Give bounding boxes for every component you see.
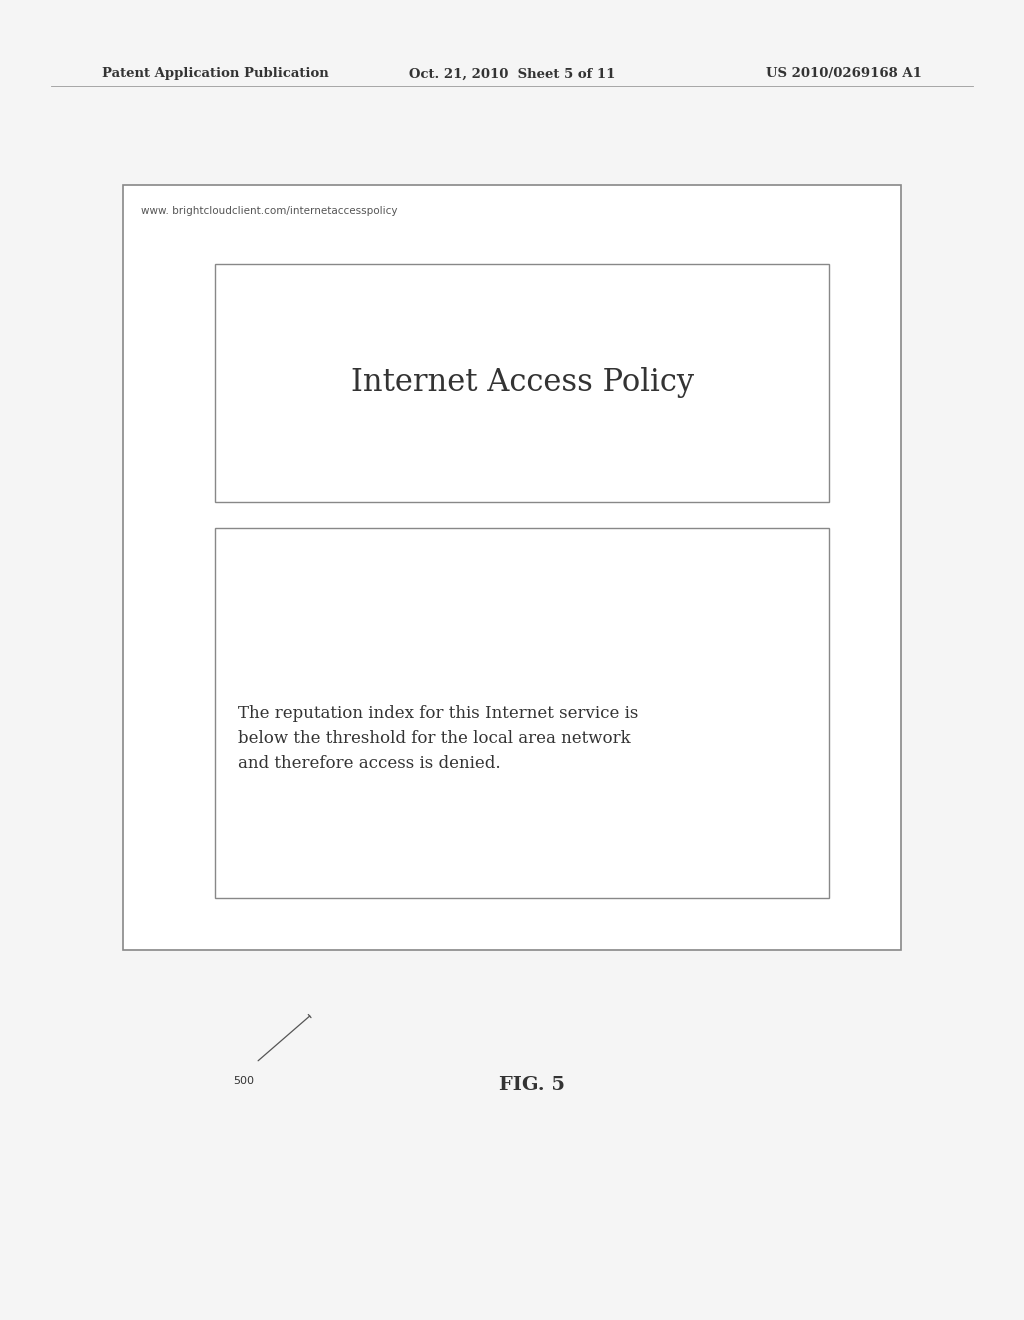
Text: Patent Application Publication: Patent Application Publication: [102, 67, 329, 81]
Text: Internet Access Policy: Internet Access Policy: [350, 367, 694, 399]
Text: www. brightcloudclient.com/internetaccesspolicy: www. brightcloudclient.com/internetacces…: [141, 206, 397, 216]
Text: FIG. 5: FIG. 5: [500, 1076, 565, 1094]
Text: 500: 500: [233, 1076, 254, 1086]
Text: The reputation index for this Internet service is
below the threshold for the lo: The reputation index for this Internet s…: [238, 705, 638, 772]
Text: US 2010/0269168 A1: US 2010/0269168 A1: [766, 67, 922, 81]
Bar: [215, 264, 829, 502]
Text: Oct. 21, 2010  Sheet 5 of 11: Oct. 21, 2010 Sheet 5 of 11: [409, 67, 615, 81]
Bar: [123, 185, 901, 950]
Bar: [215, 528, 829, 898]
